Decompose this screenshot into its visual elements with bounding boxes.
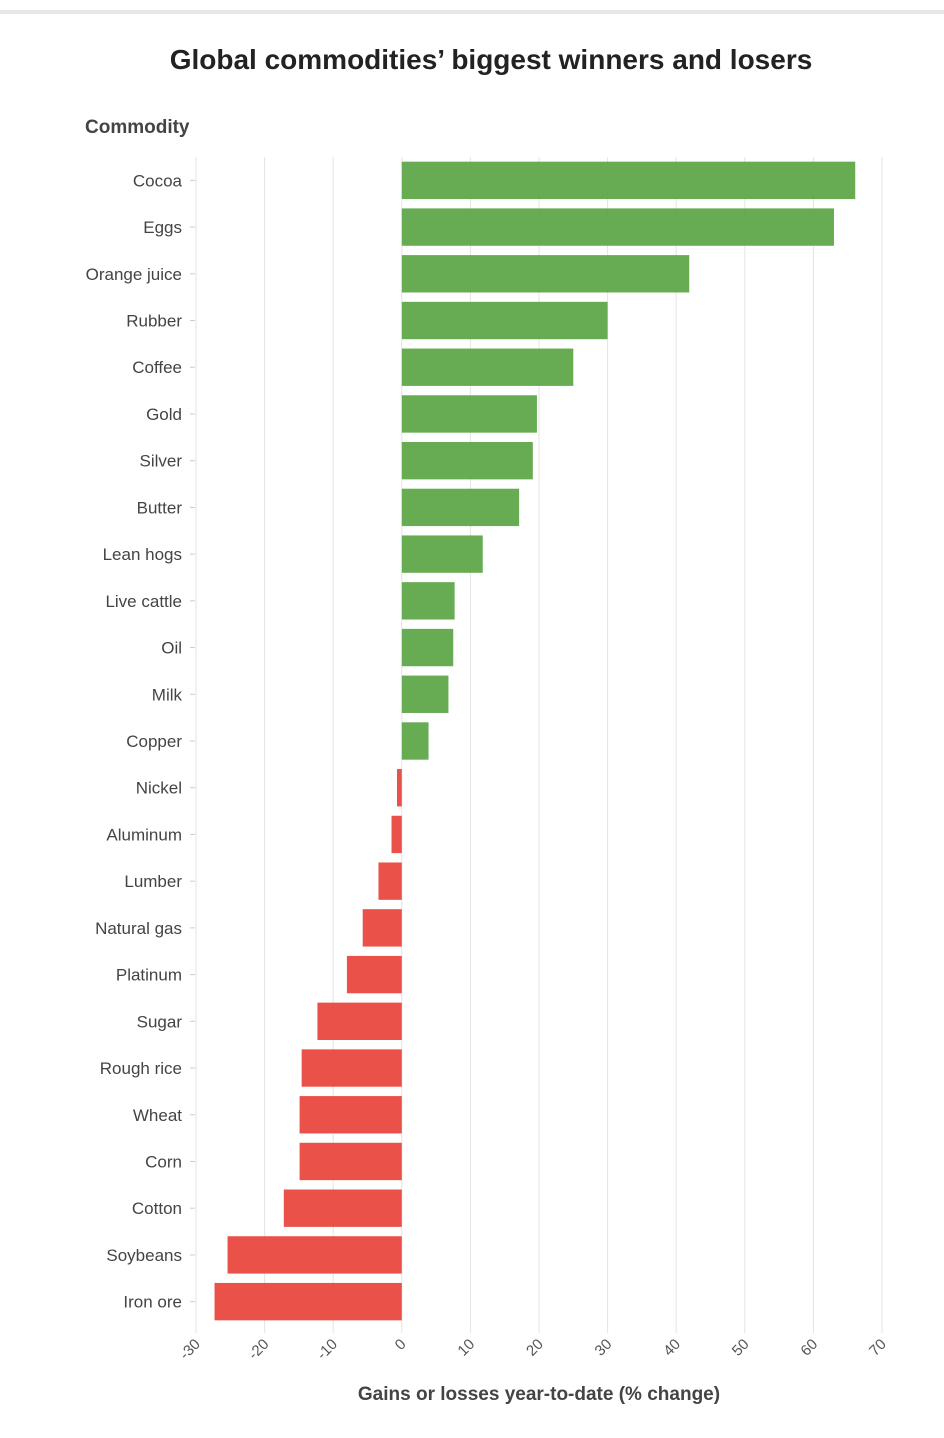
bar-corn <box>299 1142 402 1181</box>
x-tick-label: 60 <box>797 1336 821 1360</box>
category-label: Lean hogs <box>103 545 182 564</box>
bar-butter <box>401 488 520 527</box>
x-tick-labels: -30 -20 -10 0 10 20 30 40 50 60 70 <box>176 1336 889 1363</box>
bar-milk <box>401 675 449 713</box>
x-tick-label: 20 <box>523 1336 547 1360</box>
bar-silver <box>401 441 533 480</box>
bar-copper <box>401 722 429 760</box>
category-label: Iron ore <box>123 1293 182 1312</box>
category-label: Nickel <box>136 779 182 798</box>
category-label: Silver <box>139 452 182 471</box>
category-label: Natural gas <box>95 919 182 938</box>
x-tick-label: -10 <box>314 1336 341 1363</box>
bar-iron-ore <box>214 1282 402 1321</box>
bar-live-cattle <box>401 582 455 620</box>
category-label: Platinum <box>116 966 182 985</box>
bar-lumber <box>378 862 402 900</box>
chart-title: Global commodities’ biggest winners and … <box>169 44 813 75</box>
category-label: Milk <box>152 685 183 704</box>
category-label: Rough rice <box>100 1059 182 1078</box>
bar-natural-gas <box>362 909 402 947</box>
category-label: Sugar <box>137 1012 183 1031</box>
bar-rough-rice <box>301 1049 402 1087</box>
x-tick-label: 50 <box>729 1336 753 1360</box>
top-divider <box>0 10 944 14</box>
category-label: Gold <box>146 405 182 424</box>
x-tick-label: 10 <box>454 1336 478 1360</box>
category-labels: Cocoa Eggs Orange juice Rubber Coffee Gold Sil… <box>86 171 195 1312</box>
category-label: Cocoa <box>133 171 183 190</box>
category-label: Copper <box>126 732 182 751</box>
category-label: Oil <box>161 639 182 658</box>
category-label: Live cattle <box>105 592 182 611</box>
x-axis-title: Gains or losses year-to-date (% change) <box>357 1384 721 1405</box>
bar-cotton <box>283 1189 402 1227</box>
category-label: Lumber <box>124 872 182 891</box>
bar-soybeans <box>227 1236 402 1274</box>
bar-rubber <box>401 301 608 340</box>
category-label: Eggs <box>143 218 182 237</box>
y-axis-title: Commodity <box>85 117 190 138</box>
x-tick-label: 30 <box>592 1336 616 1360</box>
category-label: Aluminum <box>106 825 182 844</box>
category-label: Cotton <box>132 1199 182 1218</box>
x-tick-label: -20 <box>245 1336 272 1363</box>
bar-platinum <box>346 955 402 994</box>
bars <box>214 161 856 1321</box>
bar-wheat <box>299 1096 402 1134</box>
category-label: Orange juice <box>86 265 182 284</box>
bar-sugar <box>317 1002 402 1041</box>
bar-oil <box>401 628 454 667</box>
x-tick-label: 40 <box>660 1336 684 1360</box>
category-label: Soybeans <box>106 1246 182 1265</box>
bar-gold <box>401 395 537 433</box>
bar-orange-juice <box>401 255 690 293</box>
x-tick-label: 70 <box>866 1336 890 1360</box>
category-label: Coffee <box>132 358 182 377</box>
bar-eggs <box>401 208 834 246</box>
bar-cocoa <box>401 161 856 200</box>
bar-coffee <box>401 348 574 386</box>
x-tick-label: -30 <box>176 1336 203 1363</box>
bar-nickel <box>396 769 402 807</box>
x-tick-label: 0 <box>392 1336 410 1354</box>
category-label: Rubber <box>126 312 182 331</box>
category-label: Corn <box>145 1152 182 1171</box>
bar-aluminum <box>391 815 402 854</box>
bar-lean-hogs <box>401 535 483 573</box>
category-label: Wheat <box>133 1106 182 1125</box>
category-label: Butter <box>137 498 183 517</box>
